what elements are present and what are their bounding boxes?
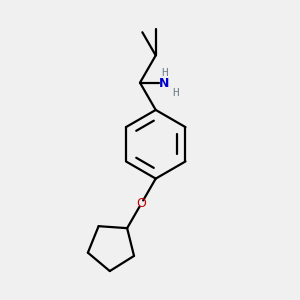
Text: H: H xyxy=(161,68,168,77)
Text: O: O xyxy=(136,197,146,210)
Text: N: N xyxy=(159,77,169,90)
Text: H: H xyxy=(172,88,179,98)
